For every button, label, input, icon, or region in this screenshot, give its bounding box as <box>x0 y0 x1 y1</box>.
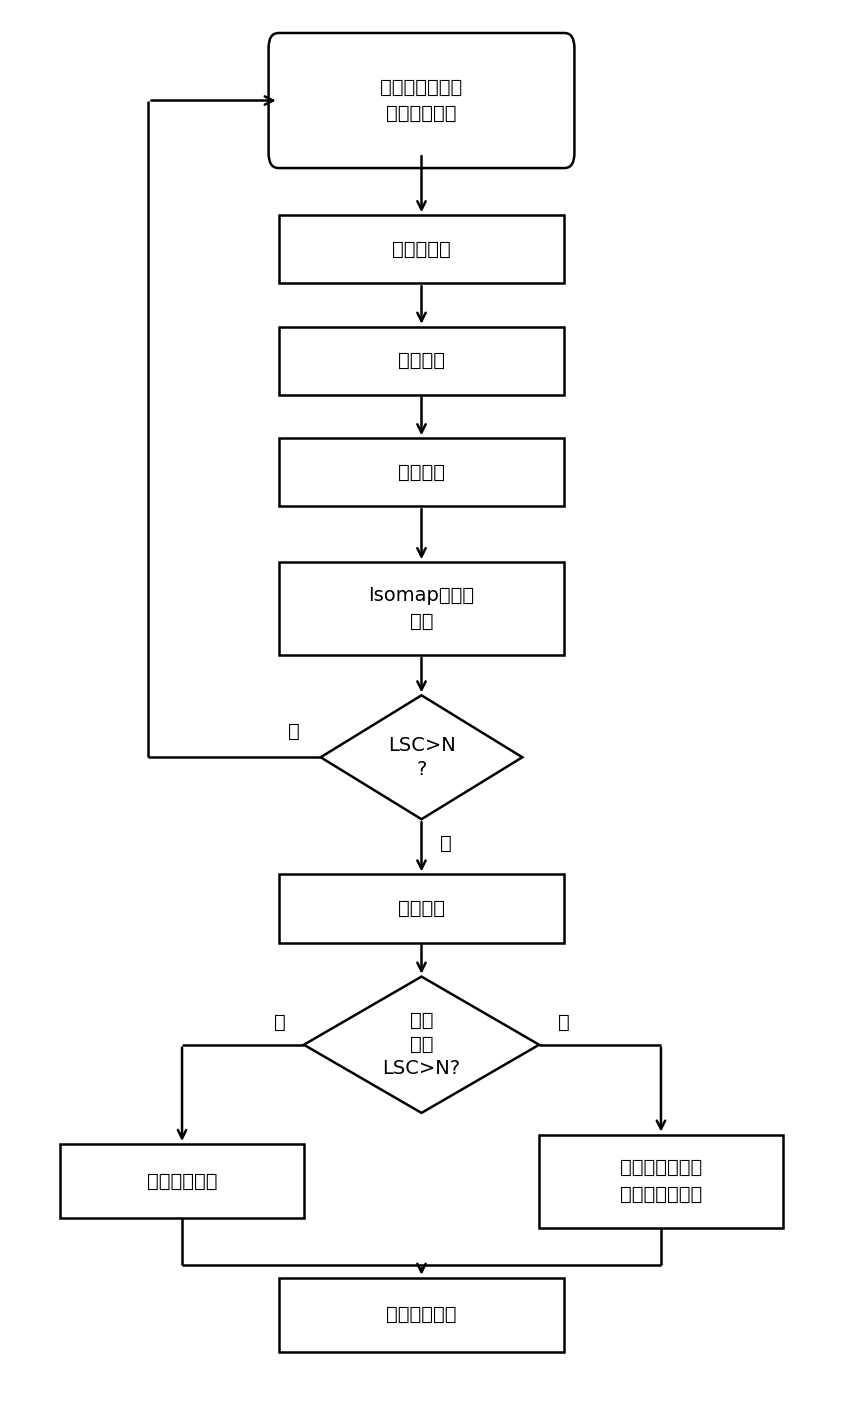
Text: 否: 否 <box>557 1013 569 1033</box>
Bar <box>279 438 564 506</box>
Text: 是: 是 <box>274 1013 286 1033</box>
Text: 数据挖掘: 数据挖掘 <box>398 463 445 481</box>
Bar <box>279 215 564 283</box>
Text: Isomap非线性
降维: Isomap非线性 降维 <box>368 586 475 631</box>
Text: 故障辨识: 故障辨识 <box>398 899 445 918</box>
Bar <box>279 563 564 655</box>
Polygon shape <box>320 696 523 819</box>
Text: 数据预处理: 数据预处理 <box>392 240 451 258</box>
FancyBboxPatch shape <box>269 34 574 168</box>
Text: 是: 是 <box>440 835 452 853</box>
Text: 广义
节点
LSC>N?: 广义 节点 LSC>N? <box>383 1012 460 1079</box>
Bar <box>540 1135 783 1228</box>
Text: 网络内部故障: 网络内部故障 <box>147 1172 217 1191</box>
Text: 故障区域定位: 故障区域定位 <box>386 1305 457 1324</box>
Text: 否: 否 <box>288 723 299 741</box>
Bar <box>279 327 564 394</box>
Text: LSC>N
?: LSC>N ? <box>388 735 455 779</box>
Bar <box>279 1278 564 1352</box>
Text: 数据聚合: 数据聚合 <box>398 351 445 370</box>
Text: 由外部连锁故障
引起或通信故障: 由外部连锁故障 引起或通信故障 <box>620 1159 702 1204</box>
Polygon shape <box>303 976 540 1113</box>
Bar <box>60 1143 303 1218</box>
Text: 在线提取各能源
子系统特征量: 在线提取各能源 子系统特征量 <box>380 77 463 123</box>
Bar <box>279 874 564 943</box>
